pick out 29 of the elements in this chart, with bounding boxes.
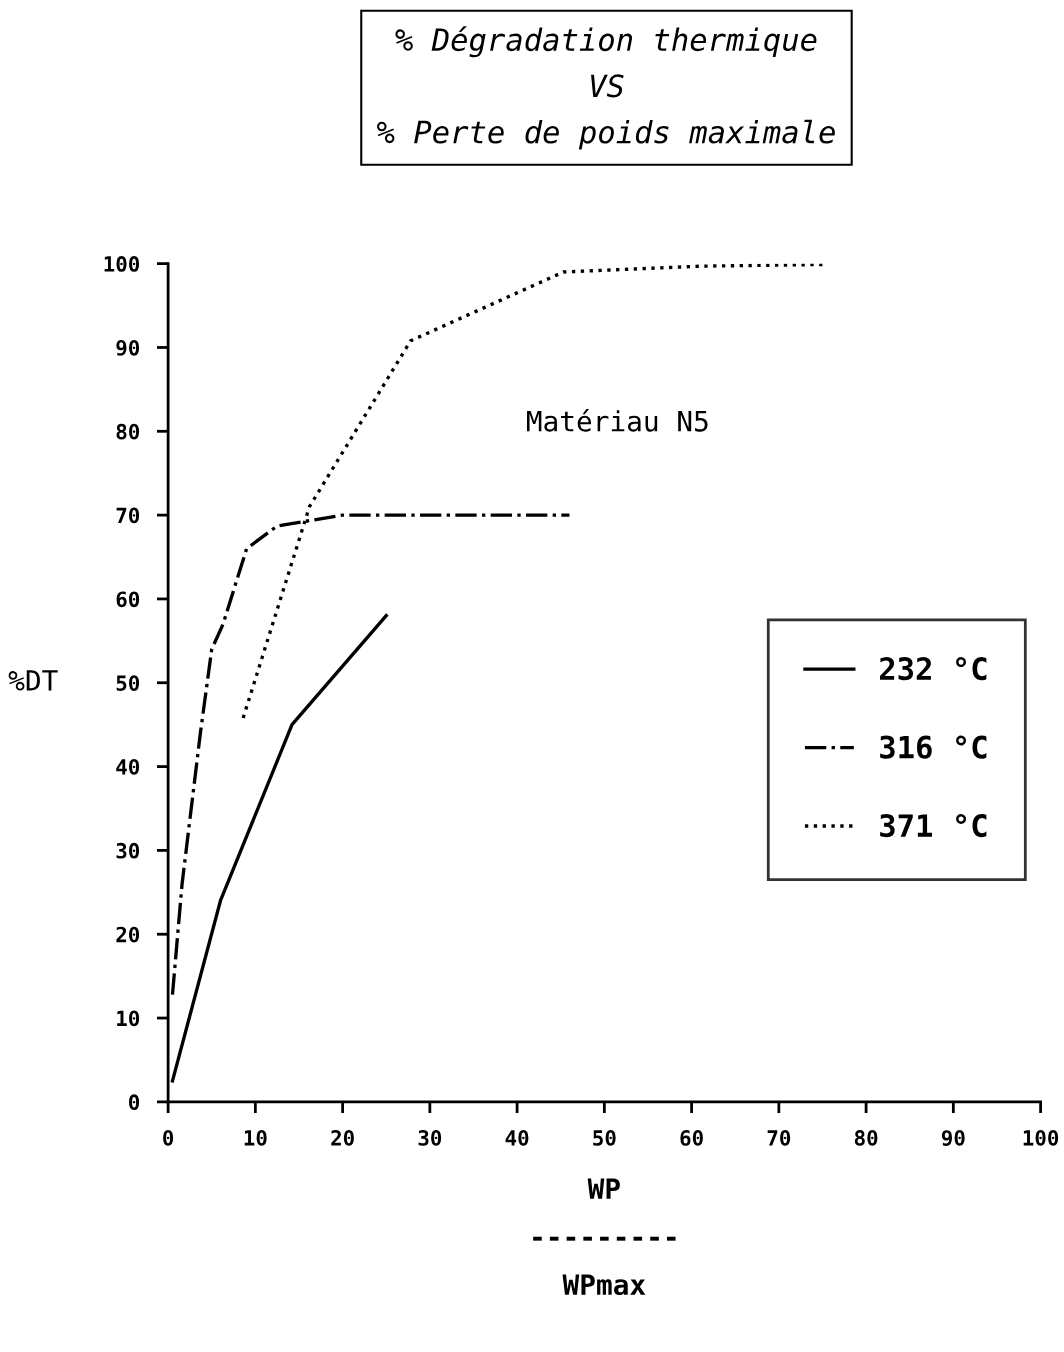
text: WP --------- WPmax <box>533 1178 676 1296</box>
y-tick-label: 20 <box>116 926 140 943</box>
x-tick-label: 40 <box>505 1130 529 1146</box>
x-tick-label: 30 <box>418 1130 442 1146</box>
y-tick-label: 80 <box>116 423 140 440</box>
x-tick-label: 70 <box>767 1130 791 1146</box>
legend-label: 316 °C <box>880 735 987 759</box>
y-tick-label: 90 <box>116 339 140 356</box>
y-tick-label: 10 <box>117 1010 140 1027</box>
y-tick-label: 40 <box>116 759 140 775</box>
y-tick-label: 30 <box>116 842 140 859</box>
x-tick-label: 20 <box>331 1130 354 1146</box>
y-tick-label: 60 <box>116 591 140 608</box>
legend-label: 232 °C <box>879 657 987 681</box>
x-tick-label: 10 <box>244 1130 267 1146</box>
x-tick-label: 90 <box>941 1130 965 1146</box>
x-tick-label: 60 <box>680 1130 703 1146</box>
y-tick-label: 100 <box>104 256 140 272</box>
annotation: Matériau N5 <box>527 409 708 432</box>
chart-title: % Dégradation thermique VS % Perte de poids maximale <box>377 26 835 150</box>
y-tick-label: 50 <box>116 675 140 691</box>
x-tick-label: 100 <box>1023 1130 1059 1146</box>
y-tick-label: 70 <box>116 507 140 524</box>
x-tick-label: 50 <box>593 1130 616 1146</box>
x-tick-label: 80 <box>854 1130 878 1146</box>
x-tick-label: 0 <box>163 1130 174 1146</box>
y-tick-label: 0 <box>129 1094 140 1111</box>
y-axis-title: %DT <box>8 670 58 691</box>
legend-label: 371 °C <box>880 814 987 838</box>
